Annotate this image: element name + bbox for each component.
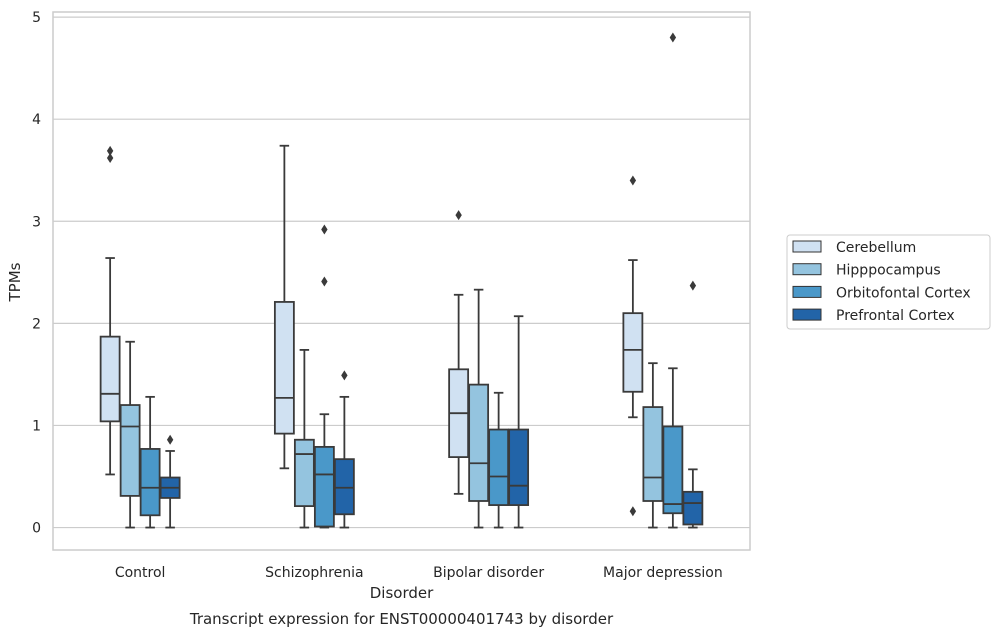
- y-tick-label: 2: [32, 316, 41, 332]
- box-body: [488, 428, 510, 506]
- legend-swatch: [792, 308, 822, 321]
- plot-frame: [52, 11, 751, 551]
- box-body: [293, 438, 315, 508]
- box-plot-item: [662, 32, 684, 529]
- box-series: [139, 32, 684, 529]
- box-body: [662, 425, 684, 515]
- y-tick-label: 3: [32, 214, 41, 230]
- box-plot-item: [313, 224, 335, 529]
- x-tick-label: Schizophrenia: [265, 565, 363, 581]
- y-tick-labels: 0 1 2 3 4 5: [32, 10, 41, 536]
- box-body: [313, 445, 335, 528]
- legend-label: Cerebellum: [836, 240, 916, 256]
- box-body: [333, 458, 355, 516]
- legend-label: Hipppocampus: [836, 263, 941, 279]
- box-plot-item: [273, 144, 295, 470]
- box-plot-item: [642, 362, 664, 529]
- legend-label: Orbitofontal Cortex: [836, 285, 971, 301]
- box-plot-item: [139, 395, 161, 529]
- y-tick-label: 5: [32, 10, 41, 26]
- legend-frame: [786, 234, 991, 330]
- outlier-point: [321, 276, 328, 287]
- outlier-point: [106, 152, 114, 163]
- outlier-point: [629, 506, 637, 517]
- box-plot-item: [508, 315, 530, 529]
- chart-caption: Transcript expression for ENST0000040174…: [189, 610, 614, 628]
- box-plot-item: [293, 349, 315, 529]
- outlier-point: [629, 175, 637, 186]
- box-series: [159, 280, 704, 529]
- x-tick-label: Control: [115, 565, 166, 581]
- y-tick-label: 4: [32, 112, 41, 128]
- box-plot-item: [682, 280, 704, 529]
- box-series: [99, 144, 644, 517]
- y-tick-label: 0: [32, 521, 41, 537]
- box-plot-item: [468, 288, 490, 529]
- box-plot-item: [99, 145, 121, 476]
- box-plot-item: [159, 434, 181, 529]
- legend: Cerebellum Hipppocampus Orbitofontal Corte…: [786, 234, 991, 330]
- plot-background: [53, 12, 750, 550]
- box-body: [139, 448, 161, 517]
- outlier-point: [341, 370, 348, 381]
- x-tick-labels: Control Schizophrenia Bipolar disorder Majo…: [115, 565, 723, 581]
- box-body: [642, 406, 664, 502]
- outlier-point: [166, 434, 174, 445]
- outlier-point: [106, 145, 114, 156]
- box-body: [273, 301, 295, 435]
- box-plot-item: [119, 340, 141, 529]
- box-plot-item: [448, 210, 470, 495]
- legend-swatch: [792, 285, 822, 298]
- x-tick-label: Major depression: [603, 565, 723, 581]
- y-axis-label: TPMs: [6, 262, 24, 302]
- legend-swatch: [792, 263, 822, 276]
- x-tick-label: Bipolar disorder: [433, 565, 544, 581]
- box-body: [682, 490, 704, 526]
- box-body: [508, 428, 530, 506]
- legend-label: Prefrontal Cortex: [836, 308, 955, 324]
- box-series-group: [99, 32, 704, 529]
- box-plot-item: [333, 370, 355, 529]
- legend-swatch: [792, 240, 822, 253]
- box-plot-item: [622, 175, 644, 517]
- outlier-point: [455, 210, 462, 221]
- outlier-point: [689, 280, 697, 291]
- box-series: [119, 288, 664, 529]
- box-body: [622, 312, 644, 393]
- y-tick-label: 1: [32, 418, 41, 434]
- box-body: [99, 335, 121, 423]
- outlier-point: [321, 224, 328, 235]
- outlier-point: [669, 32, 677, 43]
- x-axis-label: Disorder: [370, 584, 434, 602]
- box-body: [468, 383, 490, 502]
- box-body: [119, 404, 141, 497]
- box-plot-item: [488, 391, 510, 529]
